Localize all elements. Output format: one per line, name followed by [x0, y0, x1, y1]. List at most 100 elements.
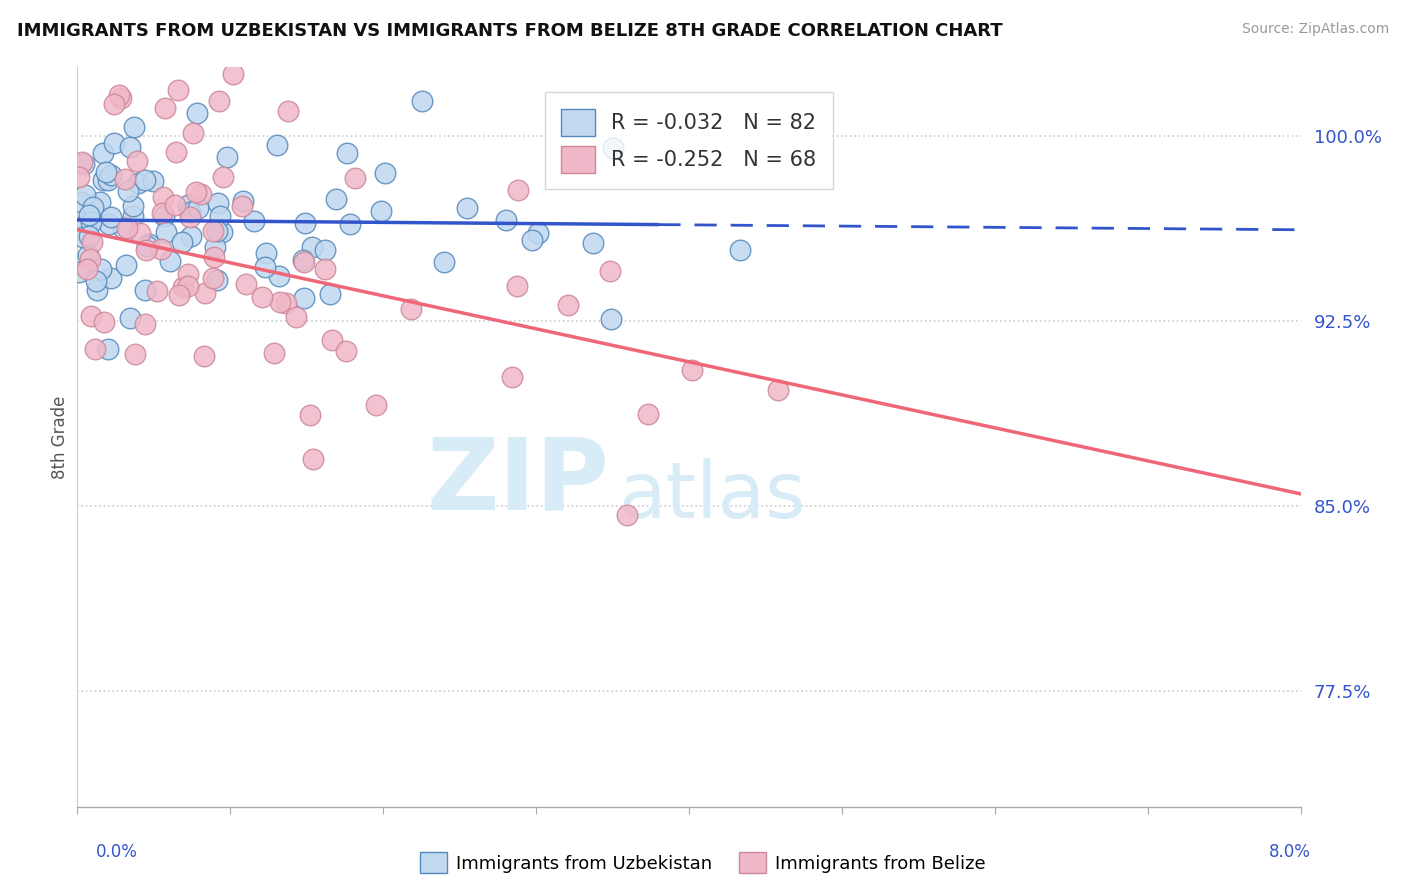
- Point: [142, 174, 165, 188]
- Point: [370, 204, 392, 219]
- Point: [186, 185, 208, 199]
- Point: [80, 215, 103, 229]
- Point: [269, 294, 291, 309]
- Point: [94, 165, 117, 179]
- Point: [728, 243, 751, 257]
- Point: [292, 291, 315, 305]
- Point: [277, 104, 299, 119]
- Legend: Immigrants from Uzbekistan, Immigrants from Belize: Immigrants from Uzbekistan, Immigrants f…: [415, 847, 991, 879]
- Y-axis label: 8th Grade: 8th Grade: [51, 395, 69, 479]
- Point: [67, 265, 90, 279]
- Point: [194, 286, 217, 301]
- Point: [339, 217, 361, 231]
- Point: [97, 217, 120, 231]
- Point: [110, 91, 132, 105]
- Text: IMMIGRANTS FROM UZBEKISTAN VS IMMIGRANTS FROM BELIZE 8TH GRADE CORRELATION CHART: IMMIGRANTS FROM UZBEKISTAN VS IMMIGRANTS…: [17, 22, 1002, 40]
- Point: [170, 235, 193, 249]
- Point: [506, 278, 529, 293]
- Point: [207, 196, 229, 211]
- Point: [681, 362, 703, 376]
- Point: [93, 315, 115, 329]
- Point: [91, 173, 114, 187]
- Point: [766, 384, 789, 398]
- Point: [115, 221, 138, 235]
- Point: [336, 145, 359, 160]
- Point: [267, 269, 290, 284]
- Point: [118, 311, 141, 326]
- Text: atlas: atlas: [619, 458, 806, 534]
- Point: [433, 255, 456, 269]
- Point: [69, 195, 91, 210]
- Point: [205, 273, 228, 287]
- Point: [134, 317, 156, 331]
- Point: [114, 171, 136, 186]
- Point: [501, 370, 523, 384]
- Point: [235, 277, 257, 292]
- Point: [138, 237, 160, 252]
- Point: [301, 239, 323, 253]
- Point: [124, 347, 146, 361]
- Point: [117, 185, 139, 199]
- Point: [122, 199, 145, 213]
- Point: [135, 243, 157, 257]
- Point: [215, 150, 238, 164]
- Point: [84, 343, 107, 357]
- Point: [90, 262, 112, 277]
- Point: [80, 309, 103, 323]
- Point: [193, 349, 215, 363]
- Point: [159, 253, 181, 268]
- Point: [165, 198, 187, 212]
- Point: [319, 287, 342, 301]
- Point: [73, 187, 96, 202]
- Point: [128, 226, 150, 240]
- Point: [637, 407, 659, 421]
- Point: [136, 239, 159, 253]
- Point: [202, 250, 225, 264]
- Point: [205, 223, 228, 237]
- Point: [97, 343, 120, 357]
- Point: [222, 67, 245, 81]
- Point: [153, 209, 176, 223]
- Point: [599, 264, 621, 278]
- Point: [120, 140, 142, 154]
- Point: [602, 141, 624, 155]
- Point: [520, 233, 543, 247]
- Point: [177, 267, 200, 281]
- Point: [374, 166, 396, 180]
- Point: [155, 225, 177, 239]
- Point: [134, 173, 156, 187]
- Point: [73, 156, 96, 170]
- Point: [177, 278, 200, 293]
- Point: [208, 94, 231, 108]
- Point: [82, 200, 104, 214]
- Point: [77, 228, 100, 243]
- Point: [124, 120, 146, 135]
- Point: [100, 271, 122, 285]
- Point: [314, 243, 336, 257]
- Point: [314, 261, 336, 276]
- Point: [67, 169, 90, 184]
- Text: 8.0%: 8.0%: [1268, 843, 1310, 861]
- Point: [91, 146, 114, 161]
- Text: ZIP: ZIP: [426, 433, 609, 530]
- Point: [231, 198, 253, 212]
- Point: [169, 287, 191, 301]
- Point: [209, 209, 232, 223]
- Point: [321, 333, 343, 347]
- Point: [103, 96, 125, 111]
- Point: [274, 296, 297, 310]
- Point: [211, 225, 233, 239]
- Point: [121, 209, 143, 223]
- Point: [76, 217, 98, 231]
- Point: [127, 176, 149, 190]
- Point: [149, 242, 172, 256]
- Point: [456, 201, 478, 215]
- Point: [89, 195, 111, 210]
- Point: [495, 213, 517, 227]
- Point: [204, 240, 226, 254]
- Point: [80, 235, 103, 249]
- Point: [77, 208, 100, 222]
- Point: [180, 228, 202, 243]
- Point: [86, 283, 108, 297]
- Point: [399, 301, 422, 316]
